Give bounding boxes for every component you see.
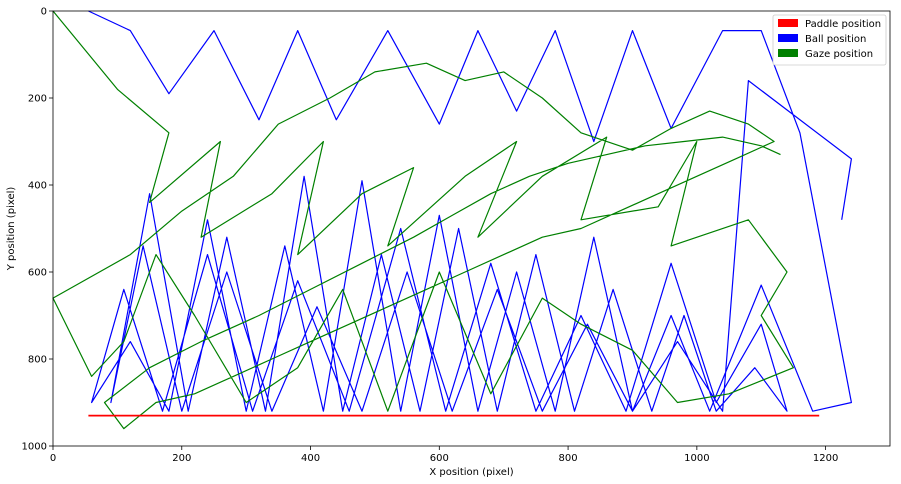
x-tick-label: 1000	[684, 453, 709, 464]
y-axis: 0 200 400 600 800 1000	[22, 7, 53, 453]
y-tick-label: 200	[28, 94, 47, 105]
legend-label-paddle: Paddle position	[805, 19, 881, 30]
legend-label-gaze: Gaze position	[805, 49, 873, 60]
x-tick-label: 800	[559, 453, 578, 464]
y-tick-label: 800	[28, 355, 47, 366]
legend-swatch-gaze	[778, 49, 798, 57]
x-tick-label: 0	[50, 453, 56, 464]
legend-box	[772, 14, 887, 66]
x-tick-label: 400	[301, 453, 320, 464]
y-tick-label: 600	[28, 268, 47, 279]
x-axis: 0 200 400 600 800 1000 1200	[50, 446, 838, 464]
legend-swatch-ball	[778, 34, 798, 42]
legend-label-ball: Ball position	[805, 34, 866, 45]
legend-swatch-paddle	[778, 19, 798, 27]
series-layer	[52, 10, 853, 430]
x-tick-label: 200	[172, 453, 191, 464]
y-tick-label: 0	[41, 7, 47, 18]
x-axis-title: X position (pixel)	[429, 467, 513, 478]
y-axis-title: Y position (pixel)	[6, 187, 17, 272]
x-tick-label: 600	[430, 453, 449, 464]
legend: Paddle position Ball position Gaze posit…	[772, 14, 887, 66]
plot-area	[53, 11, 890, 446]
y-tick-label: 400	[28, 181, 47, 192]
x-tick-label: 1200	[813, 453, 838, 464]
series-line-gaze-position	[52, 10, 795, 430]
series-line-ball-position	[88, 10, 853, 412]
y-tick-label: 1000	[22, 442, 47, 453]
plot-frame	[52, 10, 891, 447]
